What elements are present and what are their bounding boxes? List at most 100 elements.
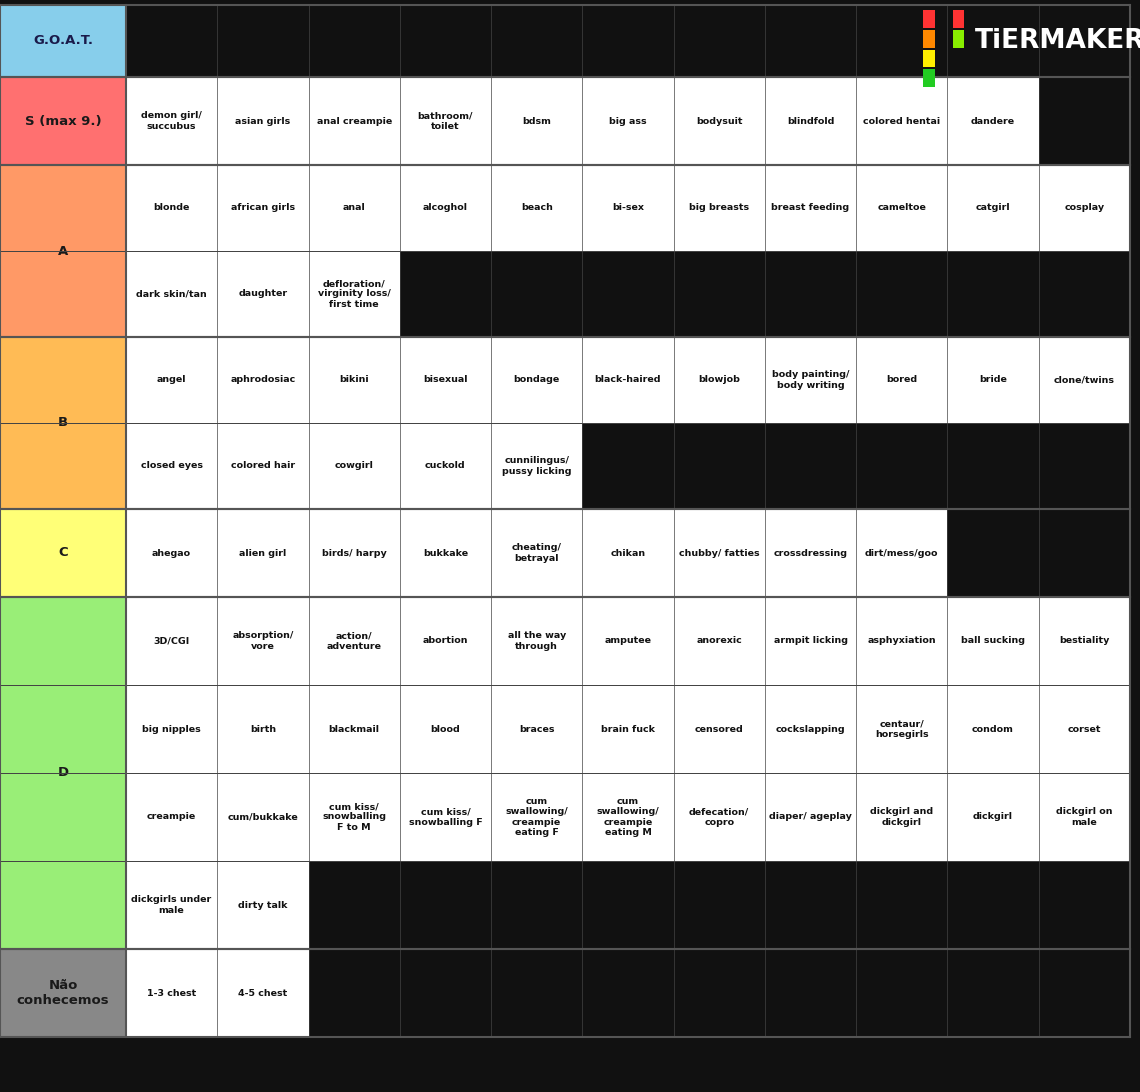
Bar (491, 685, 583, 773)
Bar (856, 423, 947, 509)
Bar (856, 165, 947, 251)
Bar (309, 773, 400, 860)
Bar (583, 337, 674, 423)
Bar (674, 509, 765, 597)
Bar (218, 597, 309, 685)
Text: abortion: abortion (423, 637, 469, 645)
Text: bondage: bondage (514, 376, 560, 384)
Text: centaur/
horsegirls: centaur/ horsegirls (876, 720, 929, 738)
Bar (674, 423, 765, 509)
Text: crossdressing: crossdressing (774, 548, 847, 558)
Text: dirty talk: dirty talk (238, 901, 287, 910)
Bar (583, 509, 674, 597)
Bar (400, 5, 491, 78)
Text: bikini: bikini (340, 376, 369, 384)
Text: all the way
through: all the way through (507, 631, 565, 651)
Bar (218, 773, 309, 860)
Text: body painting/
body writing: body painting/ body writing (772, 370, 849, 390)
Bar (125, 597, 218, 685)
Text: blonde: blonde (154, 203, 189, 213)
Bar (125, 773, 218, 860)
Text: 1-3 chest: 1-3 chest (147, 988, 196, 997)
Text: chikan: chikan (610, 548, 645, 558)
Bar (674, 860, 765, 949)
Text: cum/bukkake: cum/bukkake (228, 812, 299, 821)
Bar (309, 337, 400, 423)
Text: cowgirl: cowgirl (335, 462, 374, 471)
Bar (400, 685, 491, 773)
Bar (218, 5, 309, 78)
Bar (765, 860, 856, 949)
Bar (583, 78, 674, 165)
Text: absorption/
vore: absorption/ vore (233, 631, 294, 651)
Bar (765, 685, 856, 773)
Text: asian girls: asian girls (235, 117, 291, 126)
Bar (947, 597, 1039, 685)
Text: cum kiss/
snowballing
F to M: cum kiss/ snowballing F to M (323, 803, 386, 832)
Text: blowjob: blowjob (699, 376, 740, 384)
Text: amputee: amputee (604, 637, 651, 645)
Text: bodysuit: bodysuit (697, 117, 742, 126)
Bar (1039, 251, 1130, 337)
Text: bdsm: bdsm (522, 117, 551, 126)
Text: bisexual: bisexual (423, 376, 467, 384)
Bar (856, 5, 947, 78)
Bar (856, 337, 947, 423)
Text: african girls: african girls (230, 203, 295, 213)
Bar (923, 31, 935, 48)
Text: 3D/CGI: 3D/CGI (154, 637, 189, 645)
Text: bi-sex: bi-sex (612, 203, 644, 213)
Bar (400, 165, 491, 251)
Bar (125, 5, 218, 78)
Text: alcoghol: alcoghol (423, 203, 467, 213)
Text: cum
swallowing/
creampie
eating F: cum swallowing/ creampie eating F (505, 797, 568, 838)
Bar (0, 509, 125, 597)
Bar (765, 773, 856, 860)
Bar (400, 949, 491, 1037)
Text: bathroom/
toilet: bathroom/ toilet (417, 111, 473, 131)
Bar (923, 11, 935, 28)
Text: demon girl/
succubus: demon girl/ succubus (141, 111, 202, 131)
Bar (491, 860, 583, 949)
Bar (765, 337, 856, 423)
Bar (1039, 685, 1130, 773)
Bar (674, 597, 765, 685)
Bar (856, 773, 947, 860)
Text: birds/ harpy: birds/ harpy (321, 548, 386, 558)
Bar (1039, 165, 1130, 251)
Text: clone/twins: clone/twins (1053, 376, 1115, 384)
Bar (491, 78, 583, 165)
Bar (947, 509, 1039, 597)
Text: anorexic: anorexic (697, 637, 742, 645)
Bar (947, 423, 1039, 509)
Bar (218, 251, 309, 337)
Text: big breasts: big breasts (690, 203, 749, 213)
Text: defloration/
virginity loss/
first time: defloration/ virginity loss/ first time (318, 280, 391, 309)
Bar (218, 78, 309, 165)
Bar (218, 337, 309, 423)
Text: blindfold: blindfold (787, 117, 834, 126)
Bar (856, 949, 947, 1037)
Bar (856, 78, 947, 165)
Text: dickgirls under
male: dickgirls under male (131, 895, 212, 915)
Bar (218, 423, 309, 509)
Bar (674, 337, 765, 423)
Bar (491, 509, 583, 597)
Text: creampie: creampie (147, 812, 196, 821)
Bar (765, 78, 856, 165)
Text: cheating/
betrayal: cheating/ betrayal (512, 544, 562, 562)
Bar (309, 949, 400, 1037)
Bar (0, 597, 125, 949)
Bar (400, 773, 491, 860)
Text: big nipples: big nipples (142, 724, 201, 734)
Text: big ass: big ass (609, 117, 646, 126)
Bar (674, 773, 765, 860)
Bar (856, 251, 947, 337)
Bar (491, 337, 583, 423)
Bar (765, 423, 856, 509)
Text: bestiality: bestiality (1059, 637, 1109, 645)
Bar (583, 423, 674, 509)
Bar (400, 337, 491, 423)
Bar (309, 597, 400, 685)
Bar (765, 165, 856, 251)
